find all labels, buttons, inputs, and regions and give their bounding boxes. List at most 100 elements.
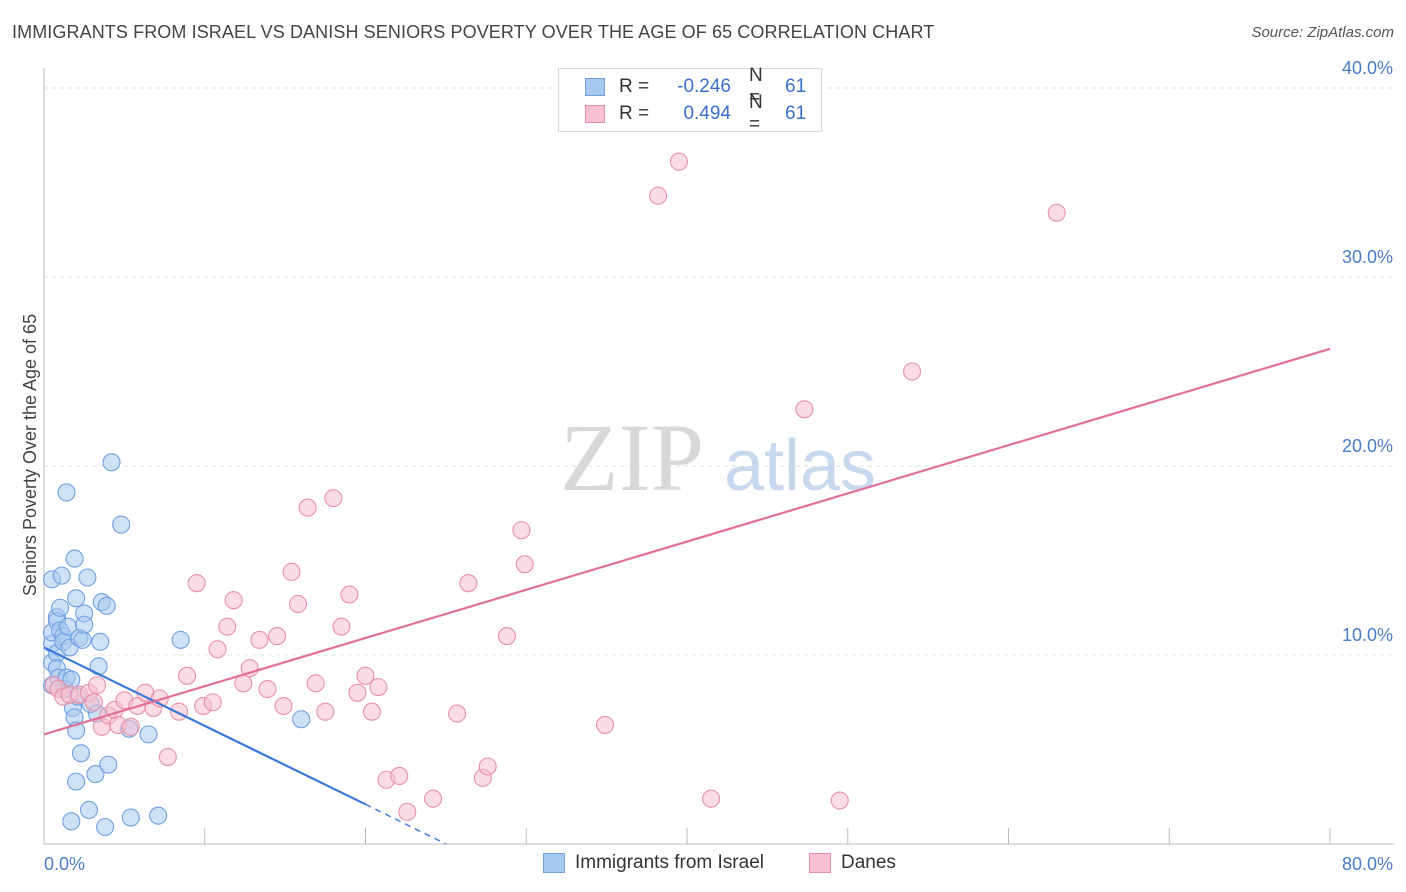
watermark: ZIP atlas bbox=[560, 404, 876, 511]
point-danes bbox=[478, 757, 497, 776]
r-label: R = bbox=[619, 103, 650, 124]
point-israel bbox=[73, 630, 92, 649]
point-danes bbox=[84, 693, 103, 712]
r-value: -0.246 bbox=[677, 76, 731, 97]
point-danes bbox=[208, 640, 227, 659]
trend-line-israel-extension bbox=[365, 803, 447, 845]
point-danes bbox=[203, 693, 222, 712]
watermark-zip: ZIP bbox=[560, 404, 704, 511]
point-danes bbox=[218, 617, 237, 636]
point-danes bbox=[795, 400, 814, 419]
watermark-atlas: atlas bbox=[724, 426, 876, 506]
point-danes bbox=[423, 789, 443, 808]
chart-title: IMMIGRANTS FROM ISRAEL VS DANISH SENIORS… bbox=[12, 22, 935, 42]
point-israel bbox=[97, 596, 116, 615]
legend-row-israel: R = -0.246 N = 61 bbox=[585, 65, 807, 108]
point-israel bbox=[79, 800, 99, 820]
point-danes bbox=[1047, 203, 1066, 222]
point-israel bbox=[52, 566, 71, 585]
point-danes bbox=[902, 362, 922, 381]
point-israel bbox=[121, 808, 140, 827]
correlation-legend: R = -0.246 N = 61 R = 0.494 N = 61 bbox=[558, 65, 822, 135]
y-tick-label: 20.0% bbox=[1342, 436, 1393, 456]
point-israel bbox=[67, 589, 86, 608]
point-danes bbox=[595, 715, 615, 734]
point-israel bbox=[91, 632, 110, 651]
point-israel bbox=[51, 598, 70, 617]
point-israel bbox=[67, 772, 86, 791]
point-danes bbox=[187, 574, 206, 593]
y-tick-label: 30.0% bbox=[1342, 247, 1393, 267]
point-danes bbox=[512, 521, 531, 540]
point-danes bbox=[669, 152, 689, 171]
point-danes bbox=[448, 704, 467, 723]
point-israel bbox=[65, 549, 84, 568]
point-danes bbox=[398, 802, 417, 821]
point-danes bbox=[332, 617, 351, 636]
point-danes bbox=[298, 498, 317, 517]
point-danes bbox=[515, 555, 534, 574]
point-israel bbox=[86, 765, 105, 784]
n-label: N = bbox=[749, 65, 763, 108]
n-label: N = bbox=[749, 92, 763, 135]
y-axis-label: Seniors Poverty Over the Age of 65 bbox=[20, 314, 40, 596]
point-danes bbox=[282, 562, 301, 581]
point-israel bbox=[96, 817, 115, 837]
point-israel bbox=[171, 630, 190, 649]
point-israel bbox=[57, 483, 76, 502]
n-value: 61 bbox=[785, 76, 807, 97]
point-danes bbox=[87, 676, 107, 695]
point-danes bbox=[459, 574, 478, 593]
point-danes bbox=[224, 591, 243, 610]
legend-label-israel: Immigrants from Israel bbox=[575, 852, 764, 873]
point-israel bbox=[112, 515, 131, 534]
source-credit: Source: ZipAtlas.com bbox=[1251, 24, 1394, 41]
point-danes bbox=[268, 627, 287, 646]
point-danes bbox=[369, 678, 388, 697]
point-danes bbox=[274, 696, 293, 716]
n-value: 61 bbox=[785, 103, 807, 124]
point-danes bbox=[356, 666, 375, 685]
axes bbox=[43, 68, 1394, 845]
legend-item-israel: Immigrants from Israel bbox=[543, 852, 764, 874]
point-danes bbox=[258, 679, 277, 699]
trend-lines bbox=[43, 347, 1331, 845]
trend-line-israel bbox=[43, 646, 366, 806]
point-israel bbox=[75, 615, 94, 634]
point-israel bbox=[78, 568, 97, 587]
point-israel bbox=[99, 755, 118, 774]
point-danes bbox=[178, 666, 197, 685]
r-value: 0.494 bbox=[683, 103, 731, 124]
data-points bbox=[42, 152, 1066, 837]
point-danes bbox=[702, 789, 721, 808]
point-israel bbox=[139, 725, 158, 744]
point-israel bbox=[149, 806, 168, 825]
legend-item-danes: Danes bbox=[809, 852, 896, 874]
legend-label-danes: Danes bbox=[841, 852, 896, 873]
point-israel bbox=[292, 710, 311, 729]
point-israel bbox=[71, 744, 91, 763]
point-danes bbox=[362, 702, 381, 721]
y-tick-label: 40.0% bbox=[1342, 58, 1393, 78]
y-tick-label: 10.0% bbox=[1342, 625, 1393, 645]
point-danes bbox=[316, 702, 335, 721]
r-label: R = bbox=[619, 76, 650, 97]
point-israel bbox=[102, 453, 121, 472]
point-danes bbox=[324, 489, 343, 508]
tick-labels: 10.0% 20.0% 30.0% 40.0% 0.0% 80.0% bbox=[44, 58, 1393, 874]
x-tick-label: 0.0% bbox=[44, 854, 85, 874]
point-danes bbox=[348, 683, 367, 702]
series-legend: Immigrants from Israel Danes bbox=[0, 852, 1406, 878]
point-danes bbox=[340, 585, 359, 604]
gridlines bbox=[44, 87, 1392, 656]
legend-row-danes: R = 0.494 N = 61 bbox=[585, 92, 807, 135]
point-danes bbox=[288, 594, 308, 614]
legend-swatch-israel bbox=[543, 853, 565, 873]
x-tick-label: 80.0% bbox=[1342, 854, 1393, 874]
point-danes bbox=[158, 748, 177, 767]
point-danes bbox=[830, 791, 849, 810]
legend-swatch-danes bbox=[809, 853, 831, 873]
point-danes bbox=[497, 627, 517, 646]
point-danes bbox=[121, 717, 140, 736]
legend-swatch-israel bbox=[585, 78, 605, 96]
